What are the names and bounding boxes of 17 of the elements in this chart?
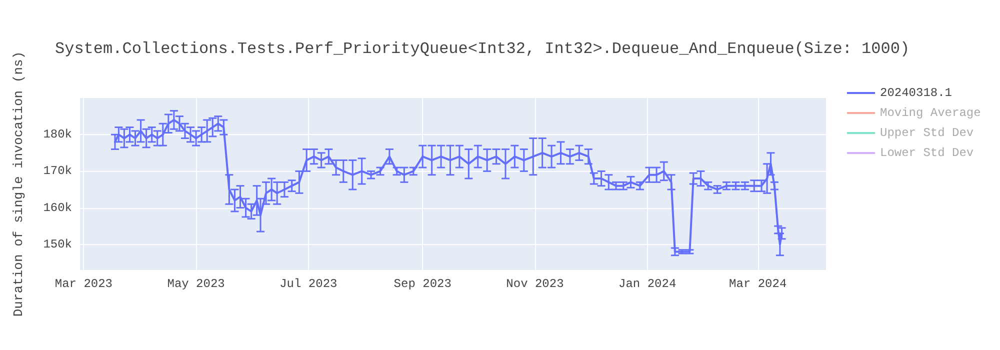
legend-label: 20240318.1 bbox=[880, 86, 952, 100]
x-tick-label: Jan 2024 bbox=[618, 277, 676, 291]
x-tick-label: May 2023 bbox=[167, 277, 225, 291]
x-tick-label: Sep 2023 bbox=[394, 277, 452, 291]
y-tick-label: 150k bbox=[43, 237, 72, 252]
x-tick-label: Nov 2023 bbox=[506, 277, 564, 291]
legend-label: Lower Std Dev bbox=[880, 146, 974, 160]
legend-label: Upper Std Dev bbox=[880, 126, 974, 140]
x-tick-label: Jul 2023 bbox=[280, 277, 338, 291]
y-tick-label: 160k bbox=[43, 200, 72, 215]
chart-title: System.Collections.Tests.Perf_PriorityQueue<Int32, Int32>.Dequeue_And_Enqueue(Size: 1000) bbox=[55, 40, 910, 58]
legend-label: Moving Average bbox=[880, 106, 981, 120]
y-tick-label: 170k bbox=[43, 164, 72, 178]
y-tick-label: 180k bbox=[43, 128, 72, 142]
x-tick-label: Mar 2024 bbox=[729, 277, 787, 291]
y-axis-title: Duration of single invocation (ns) bbox=[11, 51, 26, 317]
x-tick-label: Mar 2023 bbox=[54, 277, 112, 291]
